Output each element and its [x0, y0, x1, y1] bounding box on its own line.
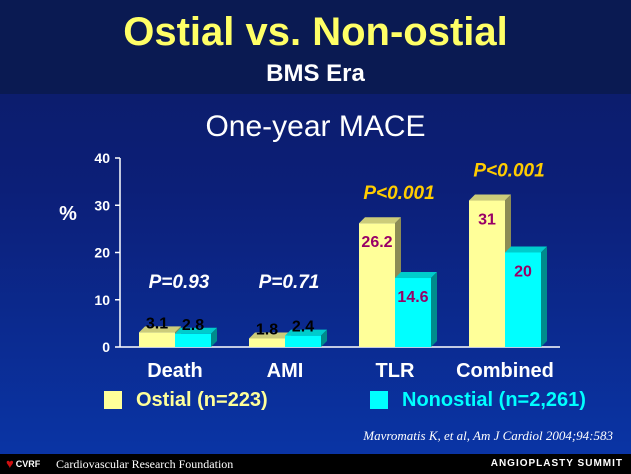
- citation: Mavromatis K, et al, Am J Cardiol 2004;9…: [363, 428, 613, 443]
- bar-top: [469, 194, 511, 201]
- bar-top: [249, 332, 291, 339]
- logo-text: CVRF: [15, 459, 41, 469]
- bar-side: [541, 246, 547, 347]
- y-tick-label: 40: [94, 150, 110, 166]
- legend-label-ostial: Ostial (n=223): [136, 388, 268, 411]
- p-value-annotation: P<0.001: [473, 161, 544, 182]
- bar: [359, 223, 395, 347]
- data-label: 14.6: [397, 289, 428, 306]
- data-label: 26.2: [361, 234, 392, 251]
- bar: [505, 252, 541, 347]
- slide-subtitle: BMS Era: [266, 60, 365, 87]
- data-label: 20: [514, 264, 532, 281]
- bar-top: [505, 246, 547, 253]
- bar-top: [175, 327, 217, 334]
- bar-top: [359, 217, 401, 224]
- data-label: 2.8: [182, 317, 204, 334]
- footer-event: ANGIOPLASTY SUMMIT: [490, 458, 623, 469]
- bar: [139, 332, 175, 347]
- bar: [395, 278, 431, 347]
- x-tick-label: AMI: [267, 360, 304, 382]
- x-tick-label: Combined: [456, 360, 554, 382]
- slide-title: Ostial vs. Non-ostial: [123, 10, 508, 54]
- data-label: 3.1: [146, 315, 168, 332]
- bar-top: [285, 329, 327, 336]
- cvrf-logo: ♥ CVRF: [6, 457, 50, 471]
- y-tick-label: 20: [94, 245, 110, 261]
- y-tick-label: 10: [94, 292, 110, 308]
- bar-top: [139, 326, 181, 333]
- heart-icon: ♥: [6, 456, 14, 471]
- legend-label-nonostial: Nonostial (n=2,261): [402, 388, 586, 411]
- bar-side: [211, 327, 217, 347]
- p-value-annotation: P=0.93: [149, 272, 210, 293]
- x-tick-label: Death: [147, 360, 203, 382]
- chart-title: One-year MACE: [205, 110, 426, 143]
- legend-item-nonostial: Nonostial (n=2,261): [370, 388, 586, 412]
- data-label: 2.4: [292, 319, 314, 336]
- bar: [175, 333, 211, 347]
- bar-top: [395, 272, 437, 279]
- legend-item-ostial: Ostial (n=223): [104, 388, 268, 412]
- header-band: [0, 0, 631, 94]
- footer-organization: Cardiovascular Research Foundation: [56, 457, 234, 471]
- x-tick-label: TLR: [376, 360, 415, 382]
- y-tick-label: 30: [94, 197, 110, 213]
- legend-swatch-ostial: [104, 391, 122, 409]
- bar-side: [321, 329, 327, 347]
- p-value-annotation: P=0.71: [259, 272, 320, 293]
- bar: [469, 200, 505, 347]
- bar-side: [431, 272, 437, 347]
- data-label: 1.8: [256, 321, 278, 338]
- legend-swatch-nonostial: [370, 391, 388, 409]
- footer-bar: ♥ CVRF Cardiovascular Research Foundatio…: [0, 454, 631, 474]
- data-label: 31: [478, 212, 496, 229]
- y-axis-label: %: [59, 203, 77, 225]
- y-tick-label: 0: [102, 339, 110, 355]
- bar: [285, 335, 321, 347]
- bar: [249, 338, 285, 347]
- p-value-annotation: P<0.001: [363, 183, 434, 204]
